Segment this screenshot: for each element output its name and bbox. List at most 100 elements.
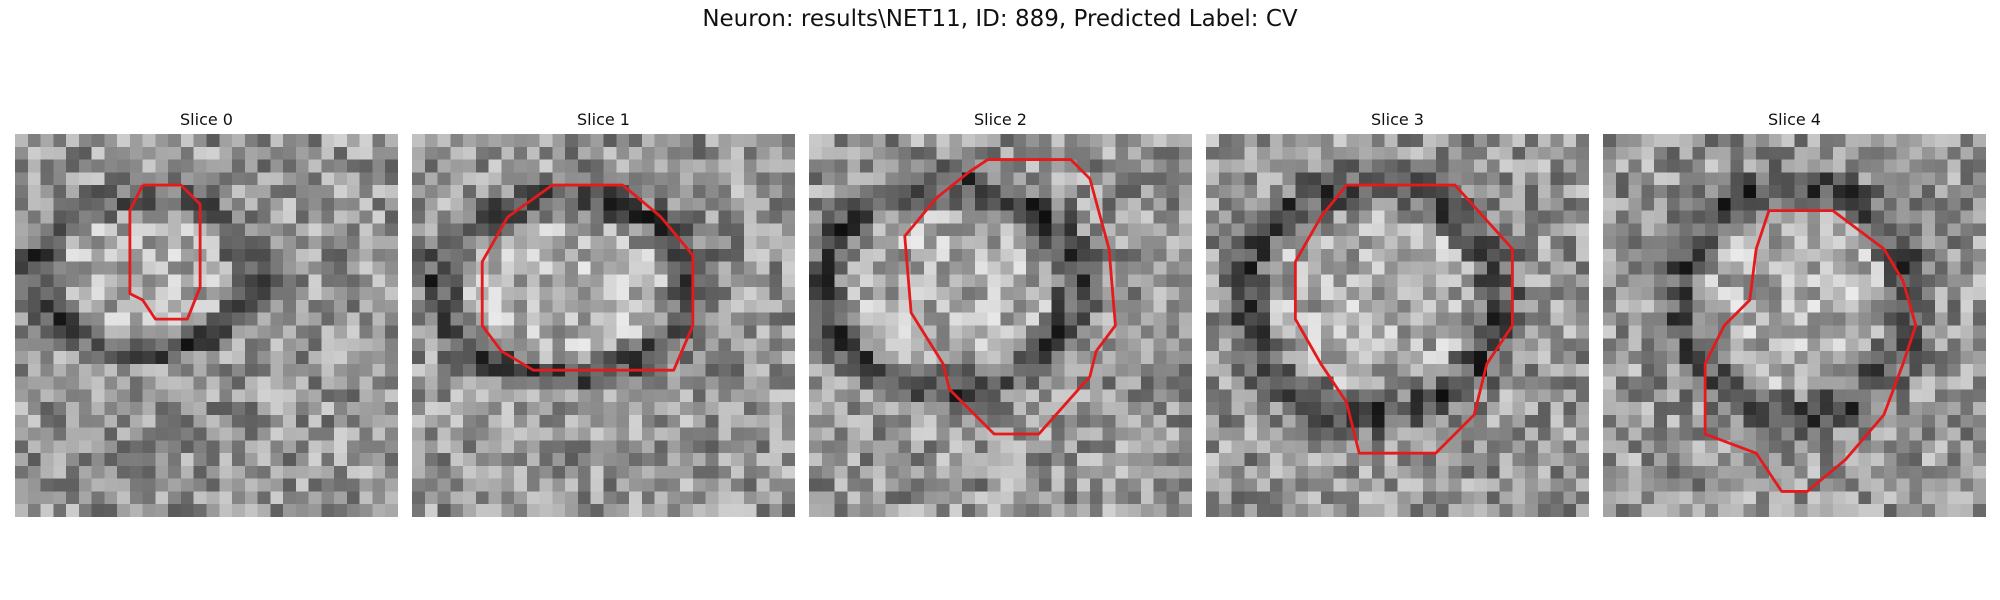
pixel (1871, 351, 1885, 365)
pixel (872, 185, 886, 199)
pixel (962, 351, 976, 365)
pixel (257, 287, 271, 301)
pixel (1973, 338, 1986, 352)
pixel (821, 274, 835, 288)
pixel (936, 134, 950, 148)
pixel (1038, 287, 1052, 301)
pixel (577, 312, 591, 326)
pixel (1794, 363, 1808, 377)
pixel (1820, 248, 1834, 262)
pixel (680, 427, 694, 441)
pixel (1333, 402, 1347, 416)
pixel (1371, 491, 1385, 505)
pixel (385, 351, 398, 365)
pixel (1820, 453, 1834, 467)
pixel (1628, 325, 1642, 339)
pixel (1641, 440, 1655, 454)
pixel (718, 197, 732, 211)
pixel (718, 427, 732, 441)
pixel (66, 312, 80, 326)
pixel (1934, 363, 1948, 377)
pixel (1153, 440, 1167, 454)
pixel (1628, 478, 1642, 492)
pixel (1641, 172, 1655, 186)
pixel (1603, 453, 1617, 467)
pixel (1051, 159, 1065, 173)
pixel (488, 414, 502, 428)
pixel (590, 287, 604, 301)
pixel (270, 287, 284, 301)
pixel (283, 248, 297, 262)
pixel (1423, 172, 1437, 186)
pixel (53, 134, 67, 148)
pixel (1896, 491, 1910, 505)
pixel (872, 159, 886, 173)
pixel (78, 478, 92, 492)
pixel (552, 134, 566, 148)
pixel (1845, 414, 1859, 428)
pixel (1820, 478, 1834, 492)
pixel (705, 299, 719, 313)
pixel (142, 351, 156, 365)
pixel (974, 453, 988, 467)
pixel (270, 453, 284, 467)
pixel (1461, 478, 1475, 492)
pixel (1231, 172, 1245, 186)
pixel (667, 312, 681, 326)
pixel (1371, 338, 1385, 352)
pixel (692, 363, 706, 377)
pixel (1064, 197, 1078, 211)
pixel (743, 402, 757, 416)
pixel (257, 223, 271, 237)
pixel (565, 351, 579, 365)
pixel (463, 210, 477, 224)
pixel (1832, 236, 1846, 250)
pixel (168, 351, 182, 365)
pixel (1346, 299, 1360, 313)
pixel (987, 185, 1001, 199)
pixel (1115, 338, 1129, 352)
pixel (898, 427, 912, 441)
pixel (782, 351, 795, 365)
pixel (232, 299, 246, 313)
pixel (1781, 440, 1795, 454)
pixel (321, 478, 335, 492)
pixel (270, 338, 284, 352)
pixel (1231, 440, 1245, 454)
pixel (15, 491, 29, 505)
pixel (1537, 223, 1551, 237)
pixel (1858, 338, 1872, 352)
pixel (1102, 351, 1116, 365)
pixel (718, 376, 732, 390)
pixel (898, 159, 912, 173)
pixel (1448, 491, 1462, 505)
pixel (911, 134, 925, 148)
pixel (424, 312, 438, 326)
pixel (616, 453, 630, 467)
pixel (334, 351, 348, 365)
pixel (782, 363, 795, 377)
pixel (616, 197, 630, 211)
pixel (1064, 134, 1078, 148)
pixel (539, 287, 553, 301)
pixel (1666, 299, 1680, 313)
pixel (1717, 146, 1731, 160)
pixel (91, 299, 105, 313)
pixel (1845, 478, 1859, 492)
pixel (577, 478, 591, 492)
pixel (78, 274, 92, 288)
pixel (180, 236, 194, 250)
pixel (911, 491, 925, 505)
pixel (1166, 261, 1180, 275)
pixel (346, 312, 360, 326)
pixel (193, 402, 207, 416)
pixel (66, 287, 80, 301)
pixel (91, 465, 105, 479)
pixel (1474, 146, 1488, 160)
pixel (40, 223, 54, 237)
pixel (53, 453, 67, 467)
pixel (232, 185, 246, 199)
pixel (1371, 325, 1385, 339)
pixel (514, 134, 528, 148)
pixel (91, 402, 105, 416)
